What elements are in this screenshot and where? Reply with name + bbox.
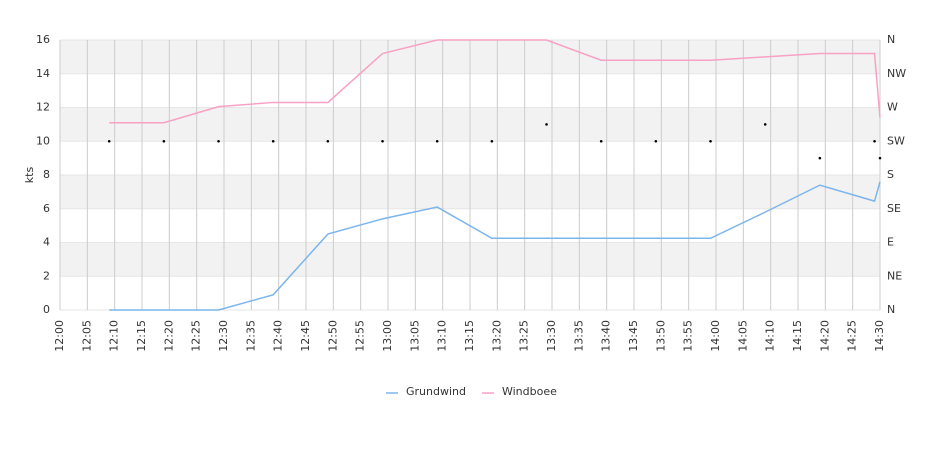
y2-tick-label: SW <box>887 134 905 147</box>
direction-dot <box>107 139 111 143</box>
x-tick-label: 12:15 <box>135 320 148 352</box>
y2-tick-label: S <box>887 168 894 181</box>
y-tick-label: 14 <box>36 67 50 80</box>
x-tick-label: 13:05 <box>408 320 421 352</box>
x-tick-label: 13:00 <box>381 320 394 352</box>
x-tick-label: 13:15 <box>463 320 476 352</box>
x-tick-label: 14:30 <box>873 320 886 352</box>
x-tick-label: 13:20 <box>490 320 503 352</box>
y2-tick-label: N <box>887 33 895 46</box>
direction-dot <box>873 139 876 143</box>
x-tick-label: 14:15 <box>791 320 804 352</box>
y2-tick-label: W <box>887 101 898 114</box>
direction-dot <box>878 156 882 160</box>
y2-tick-label: NW <box>887 67 906 80</box>
direction-dot <box>162 139 166 143</box>
y-tick-label: 8 <box>43 168 50 181</box>
x-tick-label: 13:45 <box>627 320 640 352</box>
direction-dot <box>435 139 439 143</box>
direction-dot <box>709 139 712 143</box>
direction-dot <box>381 139 384 143</box>
x-tick-label: 14:25 <box>846 320 859 352</box>
direction-dot <box>654 139 658 143</box>
y-tick-label: 0 <box>43 303 50 316</box>
x-tick-label: 12:35 <box>244 320 257 352</box>
x-tick-label: 12:10 <box>108 320 121 352</box>
legend-label[interactable]: Grundwind <box>406 385 466 398</box>
x-tick-label: 13:10 <box>436 320 449 352</box>
direction-dot <box>599 139 603 143</box>
x-tick-label: 13:40 <box>600 320 613 352</box>
direction-dot <box>763 123 767 126</box>
y2-tick-label: SE <box>887 202 901 215</box>
y2-tick-label: N <box>887 303 895 316</box>
x-tick-label: 13:50 <box>654 320 667 352</box>
y-axis-label: kts <box>23 167 36 184</box>
x-tick-label: 12:45 <box>299 320 312 352</box>
y-tick-label: 12 <box>36 101 50 114</box>
x-tick-label: 13:55 <box>682 320 695 352</box>
x-tick-label: 14:10 <box>764 320 777 352</box>
direction-dot <box>217 139 220 143</box>
x-tick-label: 12:05 <box>80 320 93 352</box>
x-tick-label: 12:20 <box>162 320 175 352</box>
x-tick-label: 13:25 <box>518 320 531 352</box>
series-line <box>109 181 881 311</box>
y2-tick-label: E <box>887 236 894 249</box>
y-tick-label: 16 <box>36 33 50 46</box>
x-tick-label: 12:25 <box>190 320 203 352</box>
x-tick-label: 12:40 <box>272 320 285 352</box>
x-tick-label: 14:00 <box>709 320 722 352</box>
x-tick-label: 12:55 <box>354 320 367 352</box>
y-tick-label: 6 <box>43 202 50 215</box>
series-line <box>109 39 881 124</box>
x-tick-label: 12:50 <box>326 320 339 352</box>
legend-label[interactable]: Windboee <box>502 385 557 398</box>
y-tick-label: 10 <box>36 134 50 147</box>
x-tick-label: 12:00 <box>53 320 66 352</box>
x-tick-label: 14:05 <box>736 320 749 352</box>
direction-dot <box>490 139 494 143</box>
direction-dot <box>271 139 275 143</box>
y-tick-label: 2 <box>43 269 50 282</box>
direction-dot <box>545 123 548 126</box>
x-tick-label: 13:30 <box>545 320 558 352</box>
x-tick-label: 14:20 <box>818 320 831 352</box>
y-tick-label: 4 <box>43 236 50 249</box>
x-tick-label: 12:30 <box>217 320 230 352</box>
direction-dot <box>818 156 822 160</box>
y2-tick-label: NE <box>887 269 902 282</box>
direction-dot <box>326 139 330 143</box>
x-tick-label: 13:35 <box>572 320 585 352</box>
